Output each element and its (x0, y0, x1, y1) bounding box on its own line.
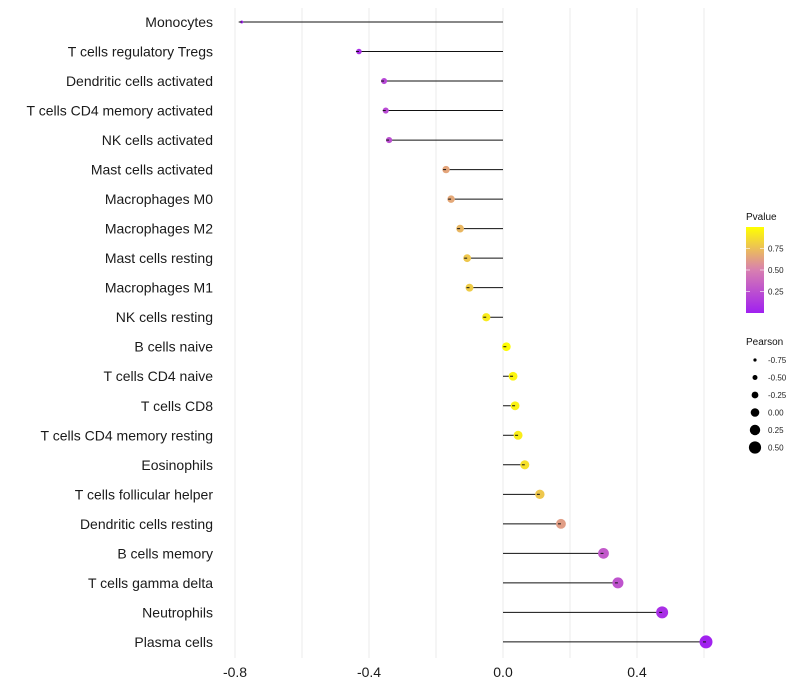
legend-size-label: 0.00 (768, 409, 784, 418)
x-tick-label: 0.0 (493, 664, 513, 680)
legend-pearson-title: Pearson (746, 337, 783, 348)
y-tick-label: T cells CD4 memory activated (27, 103, 213, 119)
stems (241, 21, 707, 643)
y-tick-label: T cells CD8 (141, 398, 213, 414)
y-tick-label: NK cells resting (116, 309, 213, 325)
data-point (513, 430, 523, 440)
legend-colorbar (746, 227, 764, 313)
points (238, 20, 713, 649)
legend-size-point (751, 391, 759, 399)
y-tick-label: Macrophages M1 (105, 280, 213, 296)
y-tick-label: Macrophages M2 (105, 221, 213, 237)
y-tick-label: T cells follicular helper (75, 486, 214, 502)
legend-size-label: -0.50 (768, 374, 787, 383)
x-tick-label: -0.4 (357, 664, 381, 680)
y-tick-label: Neutrophils (142, 604, 213, 620)
x-axis-ticks: -0.8 -0.4 0.0 0.4 (223, 664, 647, 680)
y-tick-label: Eosinophils (141, 457, 213, 473)
grid (234, 8, 705, 658)
y-tick-label: Mast cells activated (91, 162, 213, 178)
legend-tick-label: 0.50 (768, 266, 784, 275)
legend-size-point (753, 358, 757, 362)
legend-tick-label: 0.75 (768, 245, 784, 254)
y-tick-label: Dendritic cells resting (80, 516, 213, 532)
y-tick-label: T cells CD4 naive (104, 368, 214, 384)
legend-size-point (750, 408, 760, 417)
y-tick-label: B cells naive (134, 339, 213, 355)
y-tick-label: Plasma cells (134, 634, 213, 650)
data-point (463, 254, 472, 263)
legend-pvalue: Pvalue 0.25 0.50 0.75 (746, 212, 784, 313)
y-axis-labels: Monocytes T cells regulatory Tregs Dendrit… (27, 14, 214, 650)
legend-pvalue-title: Pvalue (746, 212, 777, 223)
legend-pearson: Pearson -0.75 -0.50 -0.25 0.00 0.25 0.50 (746, 337, 787, 454)
legend-size-label: 0.25 (768, 426, 784, 435)
legend-tick-label: 0.25 (768, 288, 784, 297)
legend-size-label: 0.50 (768, 444, 784, 453)
y-tick-label: T cells regulatory Tregs (68, 44, 213, 60)
y-tick-label: Monocytes (145, 14, 213, 30)
y-tick-label: Dendritic cells activated (66, 73, 213, 89)
y-tick-label: Mast cells resting (105, 250, 213, 266)
legend-size-point (749, 424, 761, 436)
x-tick-label: -0.8 (223, 664, 247, 680)
x-tick-label: 0.4 (627, 664, 647, 680)
y-tick-label: T cells CD4 memory resting (41, 427, 213, 443)
y-tick-label: Macrophages M0 (105, 191, 213, 207)
y-tick-label: T cells gamma delta (88, 575, 213, 591)
legend-size-point (752, 374, 758, 381)
y-tick-label: B cells memory (117, 545, 213, 561)
legend-size-point (748, 441, 762, 454)
legend-size-label: -0.75 (768, 356, 787, 365)
legend-size-label: -0.25 (768, 391, 787, 400)
y-tick-label: NK cells activated (102, 132, 213, 148)
